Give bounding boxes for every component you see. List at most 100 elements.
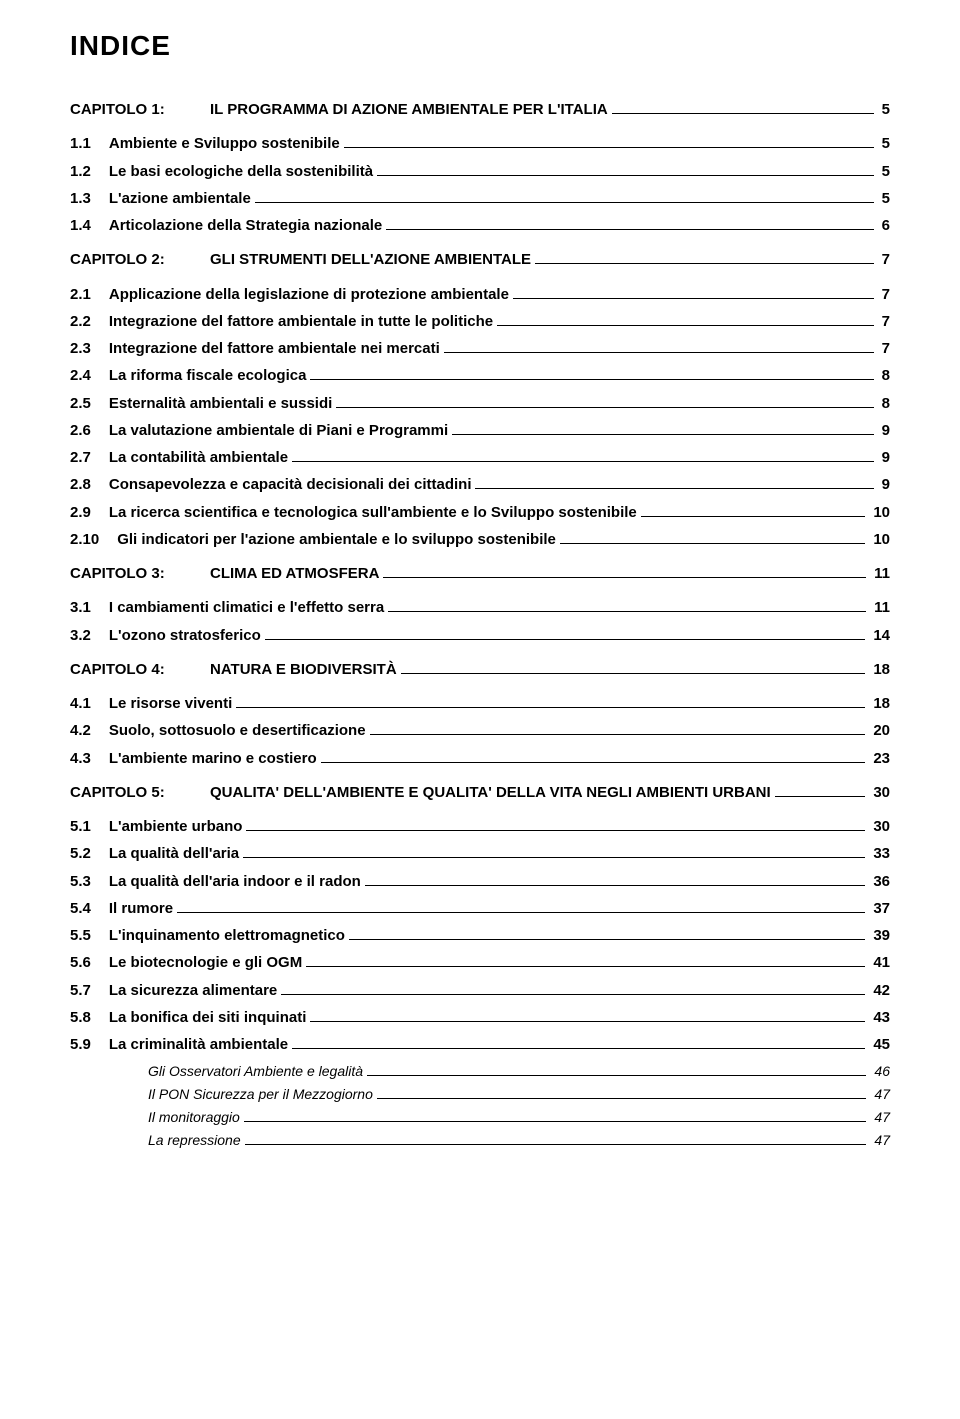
- toc-label: Integrazione del fattore ambientale in t…: [109, 312, 493, 332]
- toc-number: CAPITOLO 2:: [70, 250, 210, 270]
- toc-page: 18: [869, 660, 890, 680]
- toc-label: Gli Osservatori Ambiente e legalità: [148, 1062, 363, 1081]
- toc-page: 5: [878, 162, 890, 182]
- toc-leader: [310, 379, 873, 380]
- toc-number: 5.1: [70, 817, 109, 837]
- toc-page: 9: [878, 448, 890, 468]
- toc-number: 2.10: [70, 530, 117, 550]
- toc-number: 5.9: [70, 1035, 109, 1055]
- toc-page: 45: [869, 1035, 890, 1055]
- toc-label: L'ambiente marino e costiero: [109, 749, 317, 769]
- toc-number: 2.9: [70, 503, 109, 523]
- toc-page: 11: [870, 564, 890, 584]
- toc-label: NATURA E BIODIVERSITÀ: [210, 660, 397, 680]
- toc-entry: 2.7La contabilità ambientale 9: [70, 448, 890, 468]
- toc-label: L'azione ambientale: [109, 189, 251, 209]
- toc-entry: 2.9La ricerca scientifica e tecnologica …: [70, 503, 890, 523]
- toc-number: 2.3: [70, 339, 109, 359]
- toc-leader: [292, 461, 874, 462]
- toc-entry: 2.2Integrazione del fattore ambientale i…: [70, 312, 890, 332]
- toc-entry: 2.8Consapevolezza e capacità decisionali…: [70, 475, 890, 495]
- toc-number: CAPITOLO 4:: [70, 660, 210, 680]
- toc-leader: [386, 229, 873, 230]
- toc-label: IL PROGRAMMA DI AZIONE AMBIENTALE PER L'…: [210, 100, 608, 120]
- toc-entry: 2.1Applicazione della legislazione di pr…: [70, 285, 890, 305]
- toc-entry: 5.7La sicurezza alimentare 42: [70, 981, 890, 1001]
- toc-entry: 2.6La valutazione ambientale di Piani e …: [70, 421, 890, 441]
- toc-number: 2.2: [70, 312, 109, 332]
- toc-label: La contabilità ambientale: [109, 448, 288, 468]
- toc-page: 39: [869, 926, 890, 946]
- toc-label: I cambiamenti climatici e l'effetto serr…: [109, 598, 384, 618]
- toc-leader: [365, 885, 866, 886]
- toc-leader: [265, 639, 866, 640]
- toc-leader: [377, 175, 874, 176]
- toc-chapter: CAPITOLO 3:CLIMA ED ATMOSFERA11: [70, 564, 890, 584]
- toc-entry: 2.10Gli indicatori per l'azione ambienta…: [70, 530, 890, 550]
- toc-number: CAPITOLO 3:: [70, 564, 210, 584]
- toc-page: 42: [869, 981, 890, 1001]
- toc-number: 2.1: [70, 285, 109, 305]
- toc-leader: [244, 1121, 867, 1122]
- toc-page: 11: [870, 598, 890, 618]
- toc-leader: [641, 516, 866, 517]
- toc-page: 8: [878, 366, 890, 386]
- toc-label: La qualità dell'aria: [109, 844, 239, 864]
- toc-sub-item: La repressione47: [70, 1131, 890, 1150]
- toc-leader: [560, 543, 865, 544]
- toc-number: 2.5: [70, 394, 109, 414]
- toc-entry: 5.9La criminalità ambientale45: [70, 1035, 890, 1055]
- toc-number: 5.4: [70, 899, 109, 919]
- toc-number: 1.2: [70, 162, 109, 182]
- toc-label: Suolo, sottosuolo e desertificazione: [109, 721, 366, 741]
- page-title: INDICE: [70, 30, 890, 62]
- toc-label: La ricerca scientifica e tecnologica sul…: [109, 503, 637, 523]
- toc-label: La sicurezza alimentare: [109, 981, 277, 1001]
- toc-leader: [452, 434, 874, 435]
- toc-page: 8: [878, 394, 890, 414]
- toc-entry: 3.2L'ozono stratosferico14: [70, 626, 890, 646]
- toc-entry: 1.1Ambiente e Sviluppo sostenibile5: [70, 134, 890, 154]
- toc-entry: 2.5Esternalità ambientali e sussidi8: [70, 394, 890, 414]
- toc-label: Il monitoraggio: [148, 1108, 240, 1127]
- toc-leader: [367, 1075, 866, 1076]
- toc-page: 10: [869, 503, 890, 523]
- toc-label: GLI STRUMENTI DELL'AZIONE AMBIENTALE: [210, 250, 531, 270]
- toc-label: La repressione: [148, 1131, 241, 1150]
- toc-leader: [497, 325, 874, 326]
- toc-leader: [475, 488, 873, 489]
- toc-leader: [401, 673, 866, 674]
- toc-number: 4.3: [70, 749, 109, 769]
- toc-page: 10: [869, 530, 890, 550]
- toc-chapter: CAPITOLO 5:QUALITA' DELL'AMBIENTE E QUAL…: [70, 783, 890, 803]
- toc-leader: [370, 734, 866, 735]
- toc-chapter: CAPITOLO 4:NATURA E BIODIVERSITÀ 18: [70, 660, 890, 680]
- toc-entry: 2.3Integrazione del fattore ambientale n…: [70, 339, 890, 359]
- toc-page: 7: [878, 285, 890, 305]
- toc-label: L'ozono stratosferico: [109, 626, 261, 646]
- toc-number: CAPITOLO 1:: [70, 100, 210, 120]
- toc-leader: [236, 707, 865, 708]
- toc-leader: [388, 611, 866, 612]
- toc-label: La valutazione ambientale di Piani e Pro…: [109, 421, 448, 441]
- toc-leader: [292, 1048, 865, 1049]
- toc-page: 7: [878, 339, 890, 359]
- toc-number: 5.7: [70, 981, 109, 1001]
- toc-label: La qualità dell'aria indoor e il radon: [109, 872, 361, 892]
- toc-label: Ambiente e Sviluppo sostenibile: [109, 134, 340, 154]
- toc-page: 37: [869, 899, 890, 919]
- toc-entry: 4.2Suolo, sottosuolo e desertificazione2…: [70, 721, 890, 741]
- toc-leader: [321, 762, 866, 763]
- toc-number: 4.2: [70, 721, 109, 741]
- toc-number: 2.7: [70, 448, 109, 468]
- toc-entry: 1.2Le basi ecologiche della sostenibilit…: [70, 162, 890, 182]
- toc-number: 2.8: [70, 475, 109, 495]
- toc-entry: 5.6Le biotecnologie e gli OGM41: [70, 953, 890, 973]
- toc-page: 33: [869, 844, 890, 864]
- toc-label: Il rumore: [109, 899, 173, 919]
- toc-label: Le biotecnologie e gli OGM: [109, 953, 302, 973]
- toc-page: 30: [869, 817, 890, 837]
- toc-number: 1.4: [70, 216, 109, 236]
- toc-entry: 1.4Articolazione della Strategia naziona…: [70, 216, 890, 236]
- toc-number: 5.3: [70, 872, 109, 892]
